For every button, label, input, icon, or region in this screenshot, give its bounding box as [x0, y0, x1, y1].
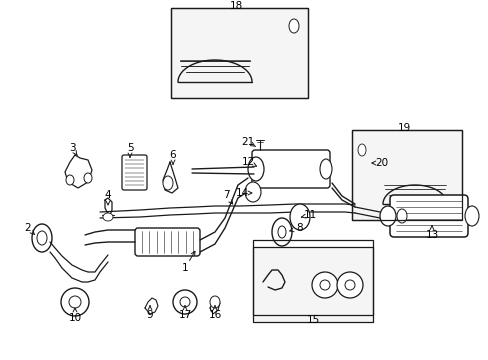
- Bar: [171, 8, 307, 98]
- Text: 10: 10: [68, 313, 81, 323]
- Bar: [171, 8, 307, 98]
- Ellipse shape: [319, 159, 331, 179]
- Bar: [252, 240, 372, 315]
- Ellipse shape: [288, 19, 298, 33]
- Text: 8: 8: [296, 223, 303, 233]
- Ellipse shape: [37, 231, 47, 245]
- Text: 5: 5: [126, 143, 133, 153]
- Text: 16: 16: [208, 310, 221, 320]
- Ellipse shape: [271, 218, 291, 246]
- FancyBboxPatch shape: [389, 195, 467, 237]
- Ellipse shape: [66, 175, 74, 185]
- FancyBboxPatch shape: [135, 228, 200, 256]
- Text: 2: 2: [24, 223, 31, 233]
- Text: 15: 15: [306, 315, 319, 325]
- Ellipse shape: [464, 206, 478, 226]
- Text: 21: 21: [241, 137, 254, 147]
- Text: 12: 12: [241, 157, 254, 167]
- Text: 7: 7: [222, 190, 229, 200]
- FancyBboxPatch shape: [251, 150, 329, 188]
- Ellipse shape: [209, 296, 220, 308]
- Ellipse shape: [289, 204, 309, 230]
- Bar: [252, 247, 372, 322]
- Text: 19: 19: [397, 123, 410, 133]
- Text: 18: 18: [229, 1, 242, 11]
- Bar: [351, 130, 461, 220]
- Ellipse shape: [357, 144, 365, 156]
- Ellipse shape: [163, 176, 173, 190]
- Ellipse shape: [173, 290, 197, 314]
- Text: 14: 14: [235, 188, 248, 198]
- Ellipse shape: [61, 288, 89, 316]
- Text: 1: 1: [182, 263, 188, 273]
- Text: 11: 11: [303, 210, 316, 220]
- Ellipse shape: [336, 272, 362, 298]
- Text: 20: 20: [375, 158, 388, 168]
- FancyBboxPatch shape: [122, 155, 147, 190]
- Ellipse shape: [244, 182, 261, 202]
- Ellipse shape: [32, 224, 52, 252]
- Ellipse shape: [180, 297, 190, 307]
- Ellipse shape: [103, 213, 113, 221]
- Ellipse shape: [396, 209, 406, 223]
- Ellipse shape: [319, 280, 329, 290]
- Text: 4: 4: [104, 190, 111, 200]
- Text: 6: 6: [169, 150, 176, 160]
- Ellipse shape: [345, 280, 354, 290]
- Ellipse shape: [69, 296, 81, 308]
- Ellipse shape: [247, 157, 264, 181]
- Ellipse shape: [379, 206, 395, 226]
- Text: 3: 3: [68, 143, 75, 153]
- Bar: [351, 130, 461, 220]
- Ellipse shape: [311, 272, 337, 298]
- Ellipse shape: [84, 173, 92, 183]
- Text: 17: 17: [178, 310, 191, 320]
- Ellipse shape: [278, 226, 285, 238]
- Text: 13: 13: [425, 230, 438, 240]
- Text: 9: 9: [146, 310, 153, 320]
